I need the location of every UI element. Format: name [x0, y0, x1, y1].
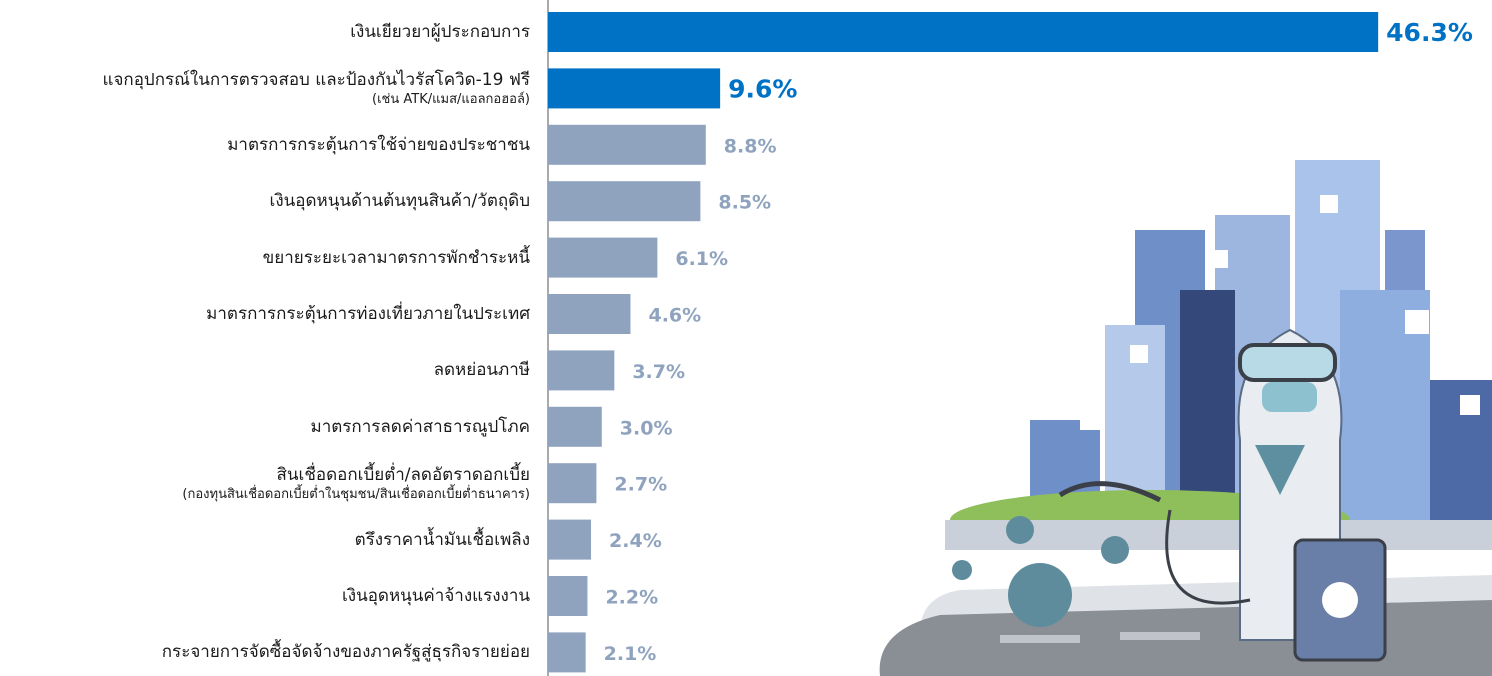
value-label: 2.7% [614, 474, 667, 496]
category-label: มาตรการลดค่าสาธารณูปโภค [310, 416, 530, 437]
value-label: 2.1% [604, 643, 657, 665]
category-label: เงินอุดหนุนด้านต้นทุนสินค้า/วัตถุดิบ [269, 191, 530, 212]
category-label: ลดหย่อนภาษี [433, 360, 530, 381]
category-label: ตรึงราคาน้ำมันเชื้อเพลิง [354, 529, 530, 550]
value-label: 9.6% [728, 74, 797, 103]
value-label: 6.1% [675, 248, 728, 270]
value-label: 8.8% [724, 135, 777, 157]
value-label: 3.0% [620, 417, 673, 439]
bar [548, 12, 1379, 52]
bar [548, 406, 602, 447]
category-label: กระจายการจัดซื้อจัดจ้างของภาครัฐสู่ธุรกิ… [161, 642, 530, 663]
bar [548, 519, 592, 560]
value-label: 8.5% [718, 192, 771, 214]
category-label: ขยายระยะเวลามาตรการพักชำระหนี้ [262, 247, 530, 268]
bar [548, 181, 701, 222]
bar [548, 632, 586, 673]
bar [548, 294, 631, 334]
value-label: 2.4% [609, 530, 662, 552]
category-label: มาตรการกระตุ้นการท่องเที่ยวภายในประเทศ [206, 304, 530, 324]
value-label: 3.7% [632, 361, 685, 383]
bar [548, 237, 658, 278]
value-label: 46.3% [1386, 18, 1473, 47]
category-label: เงินเยียวยาผู้ประกอบการ [350, 22, 530, 42]
value-label: 4.6% [648, 305, 701, 327]
illustration [879, 160, 1492, 676]
bar [548, 350, 615, 391]
category-label: มาตรการกระตุ้นการใช้จ่ายของประชาชน [227, 134, 530, 155]
bar [548, 463, 597, 504]
value-label: 2.2% [605, 587, 658, 609]
category-label: เงินอุดหนุนค่าจ้างแรงงาน [341, 586, 530, 606]
bar [548, 124, 706, 165]
bar [548, 68, 721, 109]
bar [548, 576, 588, 616]
category-label: แจกอุปกรณ์ในการตรวจสอบ และป้องกันไวรัสโค… [102, 69, 530, 107]
category-label: สินเชื่อดอกเบี้ยต่ำ/ลดอัตราดอกเบี้ย (กอง… [182, 464, 530, 502]
